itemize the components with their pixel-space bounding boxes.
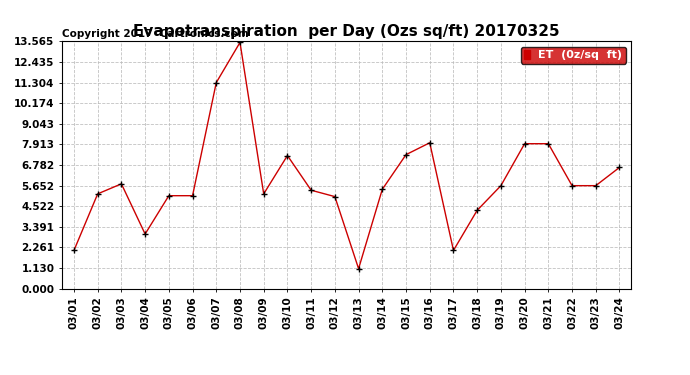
Text: Copyright 2017  Cartronics.com: Copyright 2017 Cartronics.com	[62, 29, 249, 39]
Legend: ET  (0z/sq  ft): ET (0z/sq ft)	[521, 47, 626, 64]
Title: Evapotranspiration  per Day (Ozs sq/ft) 20170325: Evapotranspiration per Day (Ozs sq/ft) 2…	[133, 24, 560, 39]
